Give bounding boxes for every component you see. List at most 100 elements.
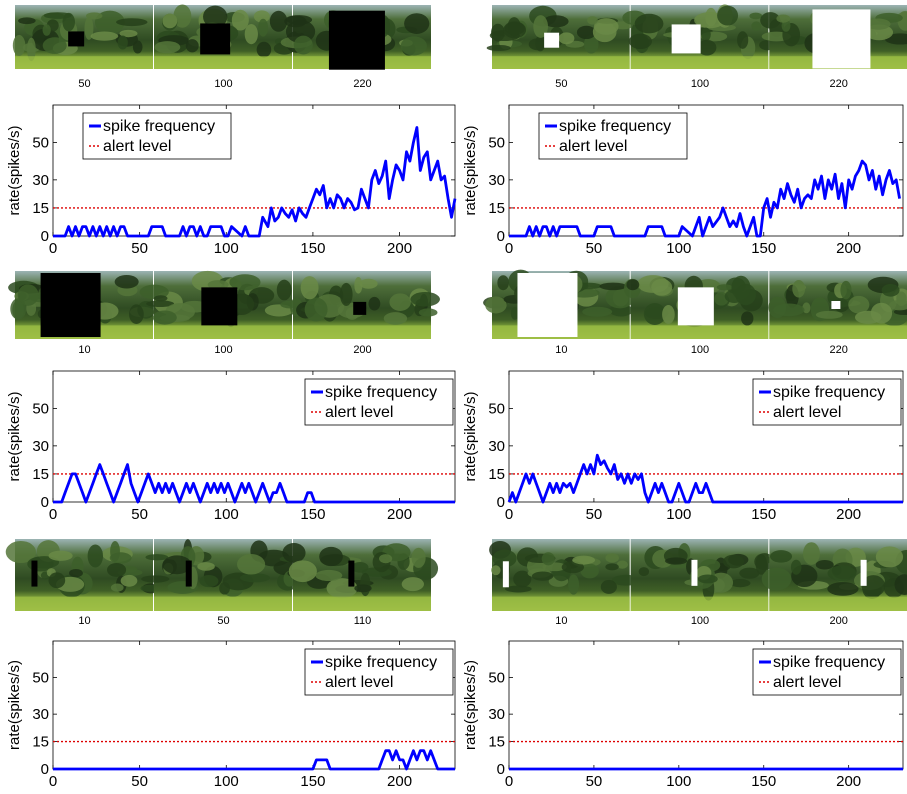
y-tick-label: 30: [488, 172, 505, 189]
foliage-blob: [339, 282, 353, 307]
foliage-blob: [583, 34, 599, 54]
foliage-blob: [815, 310, 843, 319]
x-tick-label: 0: [49, 240, 57, 257]
foliage-blob: [231, 9, 249, 31]
stimulus-strip: 10 100 200: [489, 539, 907, 627]
foliage-blob: [5, 540, 36, 564]
stimulus-frame: 50: [12, 5, 153, 90]
series-line-spike-frequency: [53, 749, 455, 771]
stimulus-object: [185, 560, 192, 587]
foliage-blob: [541, 552, 555, 566]
stimulus-object: [200, 23, 231, 55]
plot-axes: 0 50 100 150 200 0 15 30 50 rate(spikes/s) spike f…: [462, 640, 904, 790]
y-tick-label: 50: [488, 134, 505, 151]
foliage-blob: [379, 554, 393, 564]
foliage-blob: [776, 14, 791, 23]
stimulus-object: [671, 24, 701, 54]
foliage-blob: [510, 307, 520, 320]
stimulus-frame: 200: [290, 271, 440, 356]
legend-box: [304, 378, 454, 426]
frame-label: 50: [555, 78, 567, 90]
stimulus-frame: 110: [282, 539, 439, 627]
foliage-blob: [561, 561, 584, 574]
grass-strip: [293, 596, 431, 611]
x-tick-label: 200: [387, 240, 412, 257]
foliage-blob: [154, 295, 168, 302]
foliage-blob: [269, 10, 288, 32]
legend-label-alert: alert level: [773, 404, 841, 421]
foliage-blob: [162, 13, 178, 29]
foliage-blob: [146, 300, 175, 308]
frame-label: 10: [555, 344, 567, 356]
foliage-blob: [558, 32, 575, 45]
y-tick-label: 30: [32, 172, 49, 189]
x-tick-label: 0: [505, 240, 513, 257]
stimulus-frame: 100: [154, 4, 295, 90]
stimulus-frame: 220: [760, 5, 907, 90]
y-axis-label: rate(spikes/s): [462, 125, 479, 215]
foliage-blob: [697, 39, 717, 56]
x-tick-label: 0: [505, 773, 513, 790]
foliage-blob: [485, 296, 507, 314]
foliage-blob: [418, 308, 438, 317]
frame-label: 50: [217, 615, 229, 627]
legend-label-spike: spike frequency: [103, 118, 215, 135]
chart-panel-middle-left: 10 100 200 0 50 100 150 200 0 15 30 50 rate(spikes/s…: [6, 270, 456, 523]
foliage-blob: [239, 573, 271, 583]
plot-axes: 0 50 100 150 200 0 15 30 50 rate(spikes/s) spike f…: [462, 104, 904, 257]
foliage-blob: [185, 39, 199, 53]
legend: spike frequency alert level: [752, 648, 902, 696]
y-tick-label: 50: [32, 400, 49, 417]
foliage-blob: [773, 303, 805, 317]
foliage-blob: [605, 563, 619, 571]
grass-strip: [492, 56, 630, 69]
foliage-blob: [48, 550, 73, 561]
foliage-blob: [528, 38, 547, 51]
foliage-blob: [315, 569, 343, 582]
foliage-blob: [737, 31, 749, 49]
plot-axes: 0 50 100 150 200 0 15 30 50 rate(spikes/s) spike f…: [462, 370, 904, 523]
series-line-spike-frequency: [53, 126, 457, 238]
foliage-blob: [12, 300, 24, 320]
foliage-blob: [42, 24, 51, 36]
y-tick-label: 50: [32, 670, 49, 687]
foliage-blob: [18, 17, 36, 25]
grass-strip: [15, 56, 153, 69]
foliage-blob: [114, 275, 139, 289]
legend: spike frequency alert level: [538, 112, 688, 160]
foliage-blob: [256, 41, 272, 58]
foliage-blob: [662, 305, 675, 324]
stimulus-frame: 50: [486, 5, 633, 90]
x-tick-label: 150: [300, 240, 325, 257]
stimulus-object: [544, 32, 560, 48]
foliage-blob: [790, 559, 802, 575]
foliage-blob: [866, 18, 891, 30]
legend-label-spike: spike frequency: [559, 118, 671, 135]
foliage-blob: [543, 15, 569, 28]
y-tick-label: 30: [32, 438, 49, 455]
foliage-blob: [258, 18, 269, 37]
grass-strip: [154, 325, 292, 339]
foliage-blob: [219, 582, 230, 595]
stimulus-object: [691, 559, 698, 586]
stimulus-frame: 220: [280, 5, 431, 90]
foliage-blob: [207, 280, 229, 290]
x-tick-label: 150: [300, 506, 325, 523]
frame-label: 110: [354, 615, 372, 627]
foliage-blob: [513, 570, 532, 588]
y-tick-label: 50: [32, 134, 49, 151]
x-tick-label: 0: [49, 773, 57, 790]
legend-box: [538, 112, 688, 160]
y-tick-label: 0: [41, 761, 49, 778]
foliage-blob: [69, 568, 83, 578]
plot-axes: 0 50 100 150 200 0 15 30 50 rate(spikes/s) spike f…: [6, 104, 457, 257]
x-tick-label: 100: [214, 506, 239, 523]
foliage-blob: [197, 562, 215, 571]
stimulus-strip: 10 100 220: [483, 269, 907, 356]
foliage-blob: [761, 567, 792, 591]
foliage-blob: [497, 275, 509, 291]
grass-strip: [15, 596, 153, 611]
foliage-blob: [505, 585, 532, 593]
foliage-blob: [705, 7, 717, 27]
stimulus-strip: 10 50 110: [5, 539, 439, 627]
